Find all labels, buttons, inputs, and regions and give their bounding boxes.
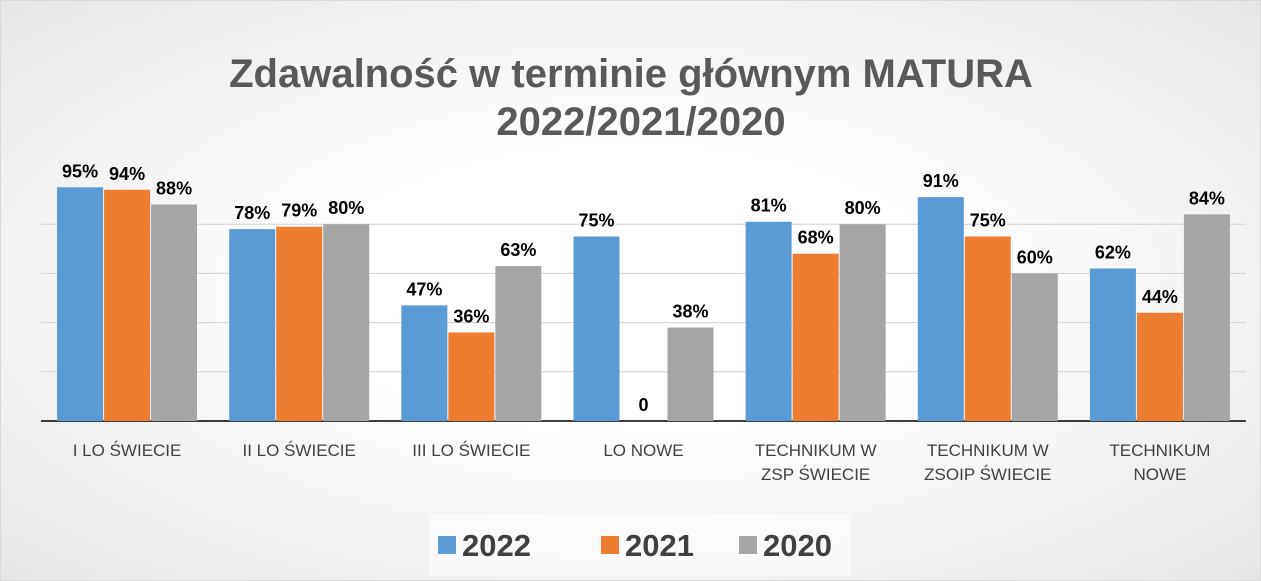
bar: [745, 221, 792, 421]
value-label: 75%: [970, 211, 1006, 231]
value-label: 63%: [500, 240, 536, 260]
bar: [1183, 214, 1230, 421]
x-tick-label: III LO ŚWIECIE: [412, 441, 531, 460]
bar: [1089, 268, 1136, 421]
legend-box: [429, 514, 851, 576]
value-label: 68%: [798, 228, 834, 248]
bar: [1011, 273, 1058, 421]
bar: [495, 266, 542, 421]
bar: [964, 236, 1011, 421]
bar: [573, 236, 620, 421]
value-label: 95%: [62, 161, 98, 181]
bar: [839, 224, 886, 421]
value-label: 0: [638, 395, 648, 415]
bar: [104, 189, 151, 421]
x-tick-label: TECHNIKUM W ZSOIP ŚWIECIE: [924, 441, 1052, 484]
value-label: 60%: [1017, 247, 1053, 267]
x-tick-label: TECHNIKUM W ZSP ŚWIECIE: [754, 441, 877, 484]
bar: [151, 204, 198, 421]
x-tick-label: I LO ŚWIECIE: [72, 441, 182, 460]
value-label: 75%: [578, 211, 614, 231]
value-label: 44%: [1142, 287, 1178, 307]
bar: [401, 305, 448, 421]
bar: [792, 253, 839, 421]
value-label: 84%: [1189, 188, 1225, 208]
value-label: 88%: [156, 179, 192, 199]
bar: [448, 332, 495, 421]
x-tick-label: LO NOWE: [603, 441, 684, 460]
value-label: 94%: [109, 164, 145, 184]
x-tick-label: TECHNIKUM NOWE: [1109, 441, 1211, 484]
value-label: 80%: [845, 198, 881, 218]
bar: [229, 229, 276, 421]
value-label: 79%: [281, 201, 317, 221]
bar: [917, 197, 964, 421]
bar: [323, 224, 370, 421]
legend-label: 2021: [625, 528, 694, 563]
chart-subtitle: 2022/2021/2020: [496, 100, 785, 144]
value-label: 47%: [406, 279, 442, 299]
legend-swatch: [438, 536, 456, 554]
chart-title: Zdawalność w terminie głównym MATURA: [229, 52, 1033, 96]
value-label: 38%: [672, 302, 708, 322]
value-label: 80%: [328, 198, 364, 218]
legend-label: 2020: [763, 528, 832, 563]
bar: [57, 187, 104, 421]
x-tick-label: II LO ŚWIECIE: [242, 441, 356, 460]
legend-swatch: [739, 536, 757, 554]
value-label: 36%: [453, 306, 489, 326]
bar: [667, 327, 714, 421]
bar: [276, 226, 323, 421]
value-label: 81%: [751, 196, 787, 216]
value-label: 78%: [234, 203, 270, 223]
value-label: 91%: [923, 171, 959, 191]
legend-label: 2022: [462, 528, 531, 563]
legend-swatch: [601, 536, 619, 554]
bar: [1136, 312, 1183, 421]
value-label: 62%: [1095, 242, 1131, 262]
